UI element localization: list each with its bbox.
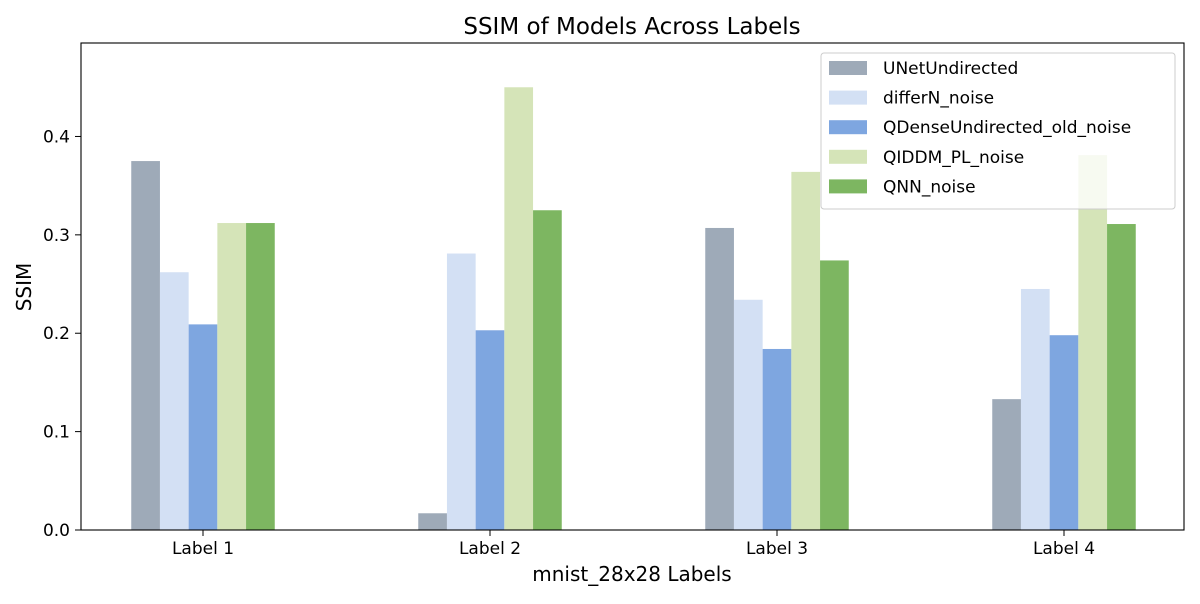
legend-label: QDenseUndirected_old_noise — [883, 118, 1131, 138]
y-tick-label: 0.1 — [43, 423, 70, 443]
bar-UNetUndirected-label-4 — [992, 399, 1021, 530]
bar-QDenseUndirected_old_noise-label-1 — [188, 324, 218, 530]
legend-swatch — [829, 120, 867, 135]
legend-box — [820, 52, 1176, 210]
bar-QDenseUndirected_old_noise-label-2 — [475, 330, 505, 530]
legend-label: differN_noise — [883, 89, 994, 109]
legend-swatch — [829, 149, 867, 164]
bar-differN_noise-label-3 — [733, 299, 763, 530]
bar-QIDDM_PL_noise-label-4 — [1078, 155, 1108, 530]
bar-QIDDM_PL_noise-label-3 — [791, 171, 821, 530]
bar-QNN_noise-label-2 — [533, 210, 562, 530]
bar-UNetUndirected-label-3 — [705, 227, 734, 530]
bar-QIDDM_PL_noise-label-2 — [504, 87, 534, 531]
y-tick-label: 0.2 — [43, 324, 70, 344]
bar-QDenseUndirected_old_noise-label-4 — [1049, 335, 1079, 530]
x-axis-label: mnist_28x28 Labels — [532, 562, 731, 586]
bar-UNetUndirected-label-2 — [418, 513, 447, 530]
x-tick-label: Label 3 — [746, 539, 808, 559]
bar-QNN_noise-label-3 — [820, 260, 849, 530]
legend-swatch — [829, 61, 867, 75]
bar-UNetUndirected-label-1 — [131, 161, 160, 530]
bar-QDenseUndirected_old_noise-label-3 — [762, 348, 792, 530]
legend-swatch — [829, 179, 867, 194]
legend-label: QIDDM_PL_noise — [883, 148, 1024, 168]
bars-layer — [131, 87, 1136, 531]
bar-QNN_noise-label-1 — [246, 223, 275, 531]
bar-QIDDM_PL_noise-label-1 — [217, 223, 247, 531]
y-tick-label: 0.0 — [43, 521, 70, 541]
bar-QNN_noise-label-4 — [1107, 224, 1136, 530]
y-axis-label: SSIM — [12, 263, 36, 312]
chart-title: SSIM of Models Across Labels — [463, 14, 800, 40]
legend: UNetUndirected differN_noise QDenseUndirec… — [820, 52, 1176, 210]
bar-differN_noise-label-4 — [1020, 288, 1050, 530]
x-tick-label: Label 4 — [1033, 539, 1095, 559]
legend-label: UNetUndirected — [883, 59, 1018, 79]
bar-differN_noise-label-2 — [446, 253, 476, 531]
axes-layer: 0.0 0.1 0.2 0.3 0.4 Label 1 Label 2 Label 3 Labe… — [43, 42, 1185, 559]
y-tick-label: 0.3 — [43, 226, 70, 246]
legend-label: QNN_noise — [883, 177, 976, 197]
y-tick-label: 0.4 — [43, 127, 70, 147]
x-tick-label: Label 2 — [459, 539, 521, 559]
plot-frame — [80, 42, 1185, 531]
bar-differN_noise-label-1 — [159, 272, 189, 530]
x-tick-label: Label 1 — [172, 539, 234, 559]
legend-swatch — [829, 90, 867, 105]
